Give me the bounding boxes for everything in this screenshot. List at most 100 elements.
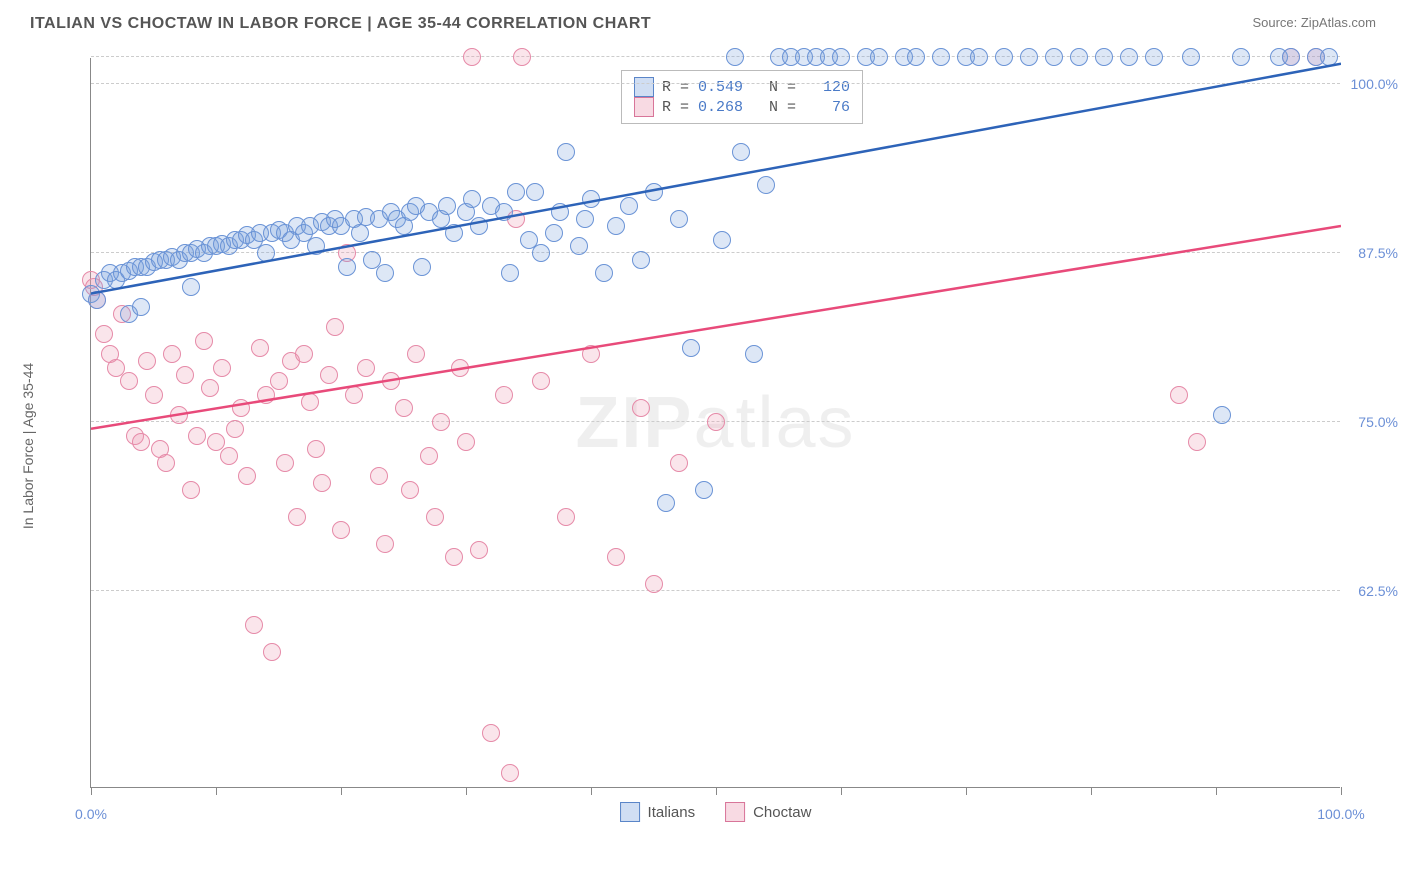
x-tick [91,787,92,795]
data-point-italians [732,143,750,161]
data-point-choctaw [251,339,269,357]
legend-bottom-label-1: Choctaw [753,804,811,821]
data-point-italians [413,258,431,276]
data-point-italians [495,203,513,221]
data-point-italians [551,203,569,221]
data-point-italians [620,197,638,215]
data-point-italians [682,339,700,357]
x-tick-label: 100.0% [1317,806,1364,822]
gridline [91,252,1340,253]
x-tick [1091,787,1092,795]
source-label: Source: [1252,15,1300,30]
data-point-italians [307,237,325,255]
data-point-choctaw [420,447,438,465]
data-point-italians [595,264,613,282]
data-point-choctaw [557,508,575,526]
plot-area: ZIPatlas R = 0.549 N = 120 R = 0.268 N = [90,58,1340,788]
legend-n-label-1: N = [769,99,796,116]
data-point-choctaw [163,345,181,363]
data-point-italians [526,183,544,201]
data-point-italians [582,190,600,208]
data-point-choctaw [245,616,263,634]
data-point-choctaw [395,399,413,417]
data-point-choctaw [307,440,325,458]
legend-row-0: R = 0.549 N = 120 [634,77,850,97]
data-point-choctaw [513,48,531,66]
data-point-italians [970,48,988,66]
data-point-choctaw [670,454,688,472]
gridline [91,83,1340,84]
data-point-italians [1320,48,1338,66]
legend-bottom-item-0: Italians [620,802,696,822]
data-point-italians [932,48,950,66]
y-axis-label: In Labor Force | Age 35-44 [20,363,36,529]
data-point-italians [376,264,394,282]
data-point-choctaw [120,372,138,390]
data-point-italians [695,481,713,499]
chart-header: ITALIAN VS CHOCTAW IN LABOR FORCE | AGE … [20,10,1386,48]
data-point-italians [438,197,456,215]
data-point-italians [670,210,688,228]
x-tick [966,787,967,795]
data-point-italians [182,278,200,296]
source-link[interactable]: ZipAtlas.com [1301,15,1376,30]
data-point-choctaw [426,508,444,526]
data-point-choctaw [532,372,550,390]
data-point-italians [632,251,650,269]
legend-n-val-1: 76 [804,99,850,116]
legend-n-val-0: 120 [804,79,850,96]
data-point-choctaw [276,454,294,472]
data-point-choctaw [138,352,156,370]
data-point-choctaw [145,386,163,404]
legend-n-label-0: N = [769,79,796,96]
x-tick [216,787,217,795]
legend-r-label-1: R = [662,99,689,116]
legend-bottom: Italians Choctaw [620,802,812,822]
data-point-choctaw [220,447,238,465]
x-tick [841,787,842,795]
data-point-choctaw [407,345,425,363]
chart-wrap: In Labor Force | Age 35-44 ZIPatlas R = … [50,48,1390,828]
data-point-italians [1045,48,1063,66]
data-point-choctaw [470,541,488,559]
watermark-bold: ZIP [575,383,693,463]
data-point-choctaw [1170,386,1188,404]
data-point-choctaw [632,399,650,417]
chart-title: ITALIAN VS CHOCTAW IN LABOR FORCE | AGE … [30,15,651,33]
data-point-italians [1232,48,1250,66]
data-point-italians [1020,48,1038,66]
legend-row-1: R = 0.268 N = 76 [634,97,850,117]
data-point-choctaw [170,406,188,424]
data-point-choctaw [263,643,281,661]
data-point-choctaw [645,575,663,593]
data-point-italians [1120,48,1138,66]
data-point-italians [757,176,775,194]
data-point-italians [132,298,150,316]
data-point-choctaw [432,413,450,431]
data-point-choctaw [95,325,113,343]
y-tick-label: 87.5% [1358,245,1398,261]
x-tick [466,787,467,795]
data-point-italians [645,183,663,201]
data-point-choctaw [201,379,219,397]
legend-bottom-swatch-0 [620,802,640,822]
data-point-italians [1145,48,1163,66]
data-point-italians [338,258,356,276]
data-point-choctaw [495,386,513,404]
legend-r-val-0: 0.549 [697,79,743,96]
data-point-italians [570,237,588,255]
data-point-choctaw [382,372,400,390]
data-point-choctaw [320,366,338,384]
data-point-choctaw [270,372,288,390]
data-point-italians [463,190,481,208]
data-point-italians [532,244,550,262]
data-point-choctaw [326,318,344,336]
data-point-italians [351,224,369,242]
y-tick-label: 75.0% [1358,414,1398,430]
data-point-italians [1213,406,1231,424]
data-point-choctaw [401,481,419,499]
chart-container: ITALIAN VS CHOCTAW IN LABOR FORCE | AGE … [0,0,1406,892]
data-point-italians [470,217,488,235]
data-point-choctaw [370,467,388,485]
data-point-choctaw [357,359,375,377]
